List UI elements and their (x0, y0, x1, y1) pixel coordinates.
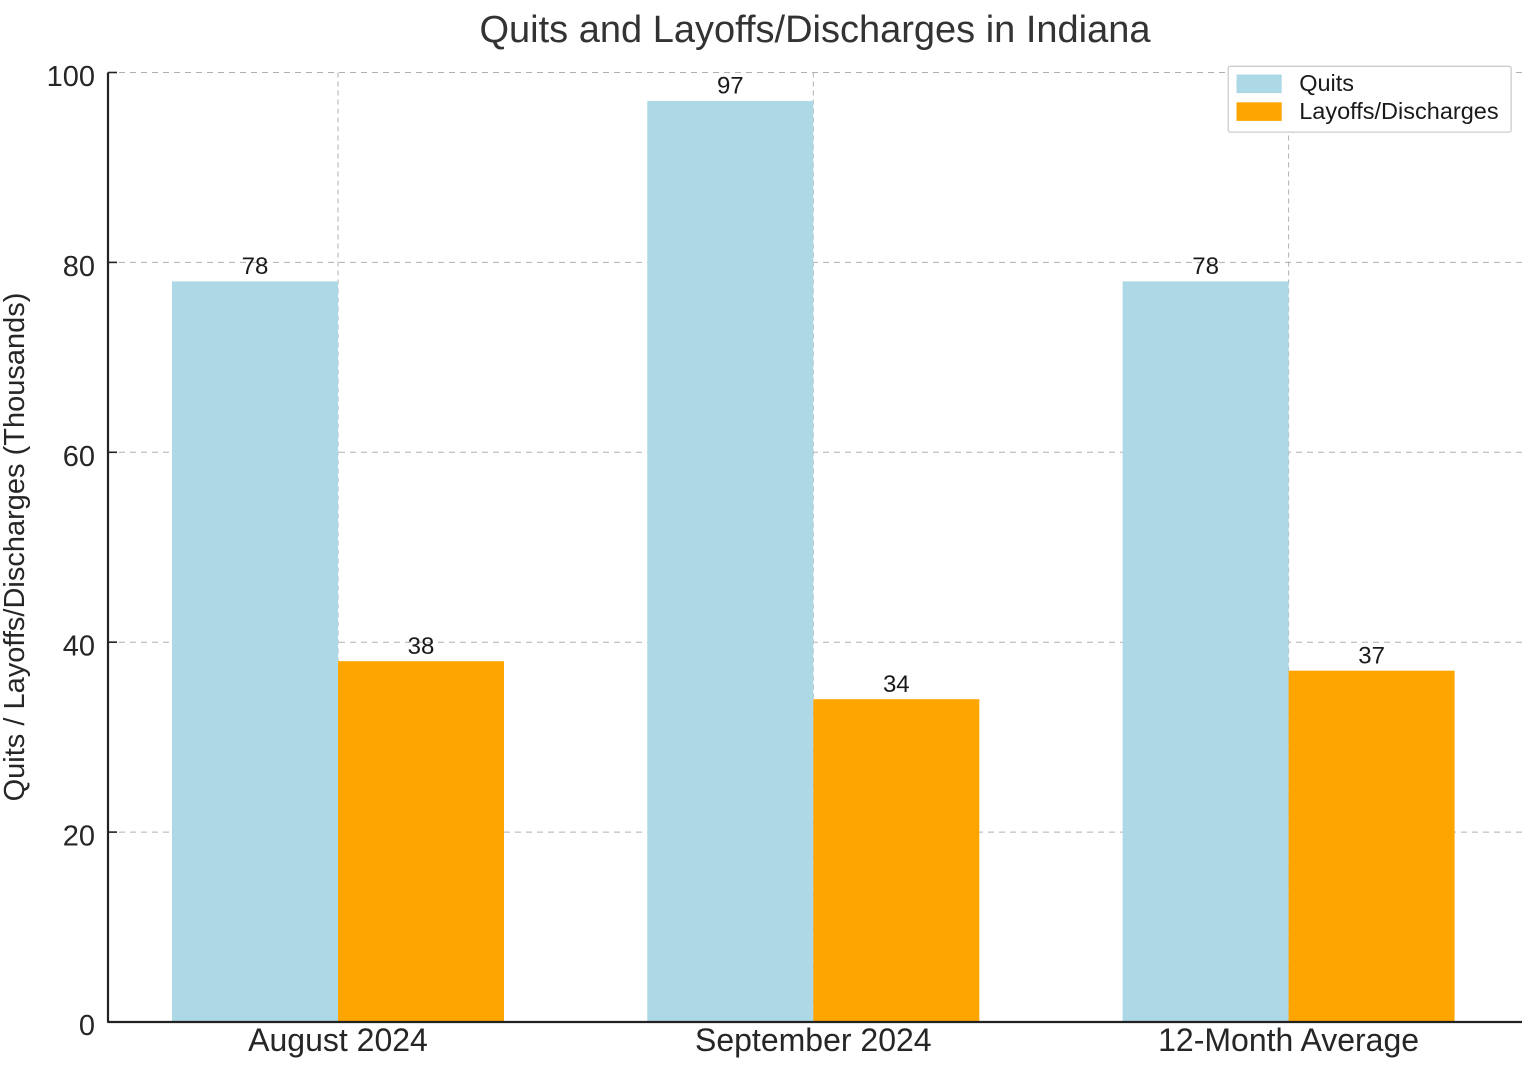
svg-text:40: 40 (63, 631, 95, 663)
svg-text:September 2024: September 2024 (695, 1022, 932, 1058)
svg-text:97: 97 (717, 73, 744, 100)
svg-text:0: 0 (79, 1010, 95, 1042)
svg-text:34: 34 (883, 671, 910, 698)
svg-text:Quits and Layoffs/Discharges i: Quits and Layoffs/Discharges in Indiana (479, 9, 1151, 51)
svg-text:60: 60 (63, 441, 95, 473)
svg-text:12-Month Average: 12-Month Average (1158, 1022, 1419, 1058)
svg-text:Quits / Layoffs/Discharges (Th: Quits / Layoffs/Discharges (Thousands) (0, 293, 31, 802)
svg-text:August 2024: August 2024 (248, 1022, 428, 1058)
svg-text:78: 78 (1192, 253, 1219, 280)
svg-text:100: 100 (47, 61, 95, 93)
svg-text:Layoffs/Discharges: Layoffs/Discharges (1299, 98, 1498, 124)
svg-text:20: 20 (63, 821, 95, 853)
svg-text:Quits: Quits (1299, 70, 1354, 96)
svg-text:38: 38 (408, 633, 435, 660)
svg-text:37: 37 (1358, 643, 1385, 670)
svg-text:78: 78 (242, 253, 269, 280)
svg-text:80: 80 (63, 251, 95, 283)
